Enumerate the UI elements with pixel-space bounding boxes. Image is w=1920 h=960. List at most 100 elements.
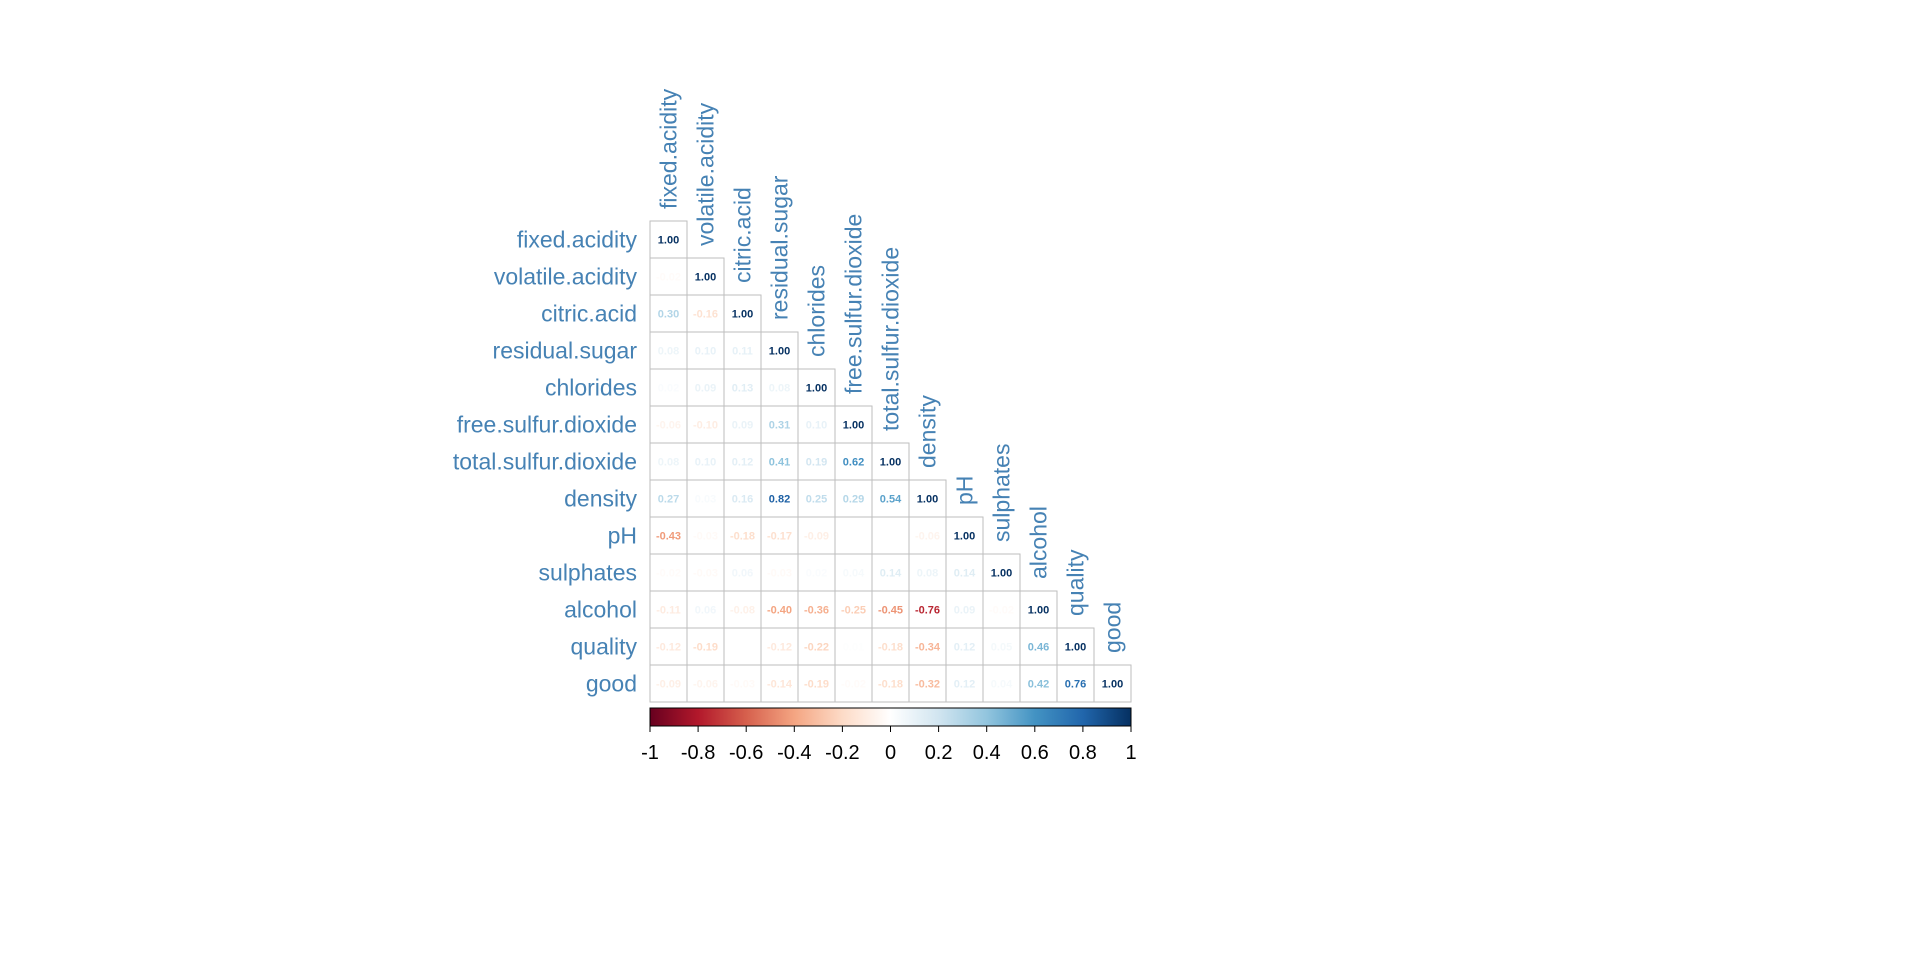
matrix-cell <box>982 627 1021 666</box>
cell-value-label: 0.09 <box>732 420 753 432</box>
cell-value-label: 0.29 <box>843 494 864 506</box>
cell-value-label: 0.09 <box>954 605 975 617</box>
cell-value-label: 0.27 <box>658 494 679 506</box>
cell-value-label: 0.14 <box>954 568 976 580</box>
matrix-cell <box>649 553 688 592</box>
legend-tick-label: -0.4 <box>777 742 811 764</box>
row-label: sulphates <box>539 560 637 586</box>
cell-value-label: 0.62 <box>843 457 864 469</box>
row-label: pH <box>608 523 637 549</box>
cell-value-label: -0.17 <box>767 531 792 543</box>
matrix-cell <box>723 479 762 518</box>
cell-value-label: 0.11 <box>732 346 753 358</box>
row-label: free.sulfur.dioxide <box>457 412 637 438</box>
matrix-cell <box>1056 627 1095 666</box>
cell-value-label: 0.05 <box>991 642 1012 654</box>
matrix-cell <box>686 405 725 444</box>
cell-value-label: 0.46 <box>1028 642 1049 654</box>
cell-value-label: -0.02 <box>989 605 1014 617</box>
cell-value-label: 1.00 <box>1102 679 1123 691</box>
cell-value-label: -0.18 <box>730 531 755 543</box>
matrix-cell <box>760 590 799 629</box>
matrix-cell <box>649 257 688 296</box>
cell-value-label: -0.03 <box>693 531 718 543</box>
column-label: good <box>1100 602 1126 653</box>
cell-value-label: -0.34 <box>915 642 941 654</box>
cell-value-label: -0.09 <box>804 531 829 543</box>
cell-value-label: 0.12 <box>954 679 975 691</box>
matrix-cell <box>982 664 1021 703</box>
cell-value-label: -0.11 <box>656 605 680 617</box>
cell-value-label: -0.02 <box>656 568 681 580</box>
row-label: total.sulfur.dioxide <box>453 449 637 475</box>
matrix-cell <box>834 405 873 444</box>
matrix-cell <box>760 405 799 444</box>
cell-value-label: 0.54 <box>880 494 902 506</box>
cell-value-label: -0.32 <box>915 679 940 691</box>
cell-value-label: -0.03 <box>693 568 718 580</box>
legend-tick-label: -1 <box>641 742 659 764</box>
cell-value-label: 1.00 <box>991 568 1012 580</box>
cell-value-label: -0.06 <box>656 420 681 432</box>
cell-value-labels: 1.00 -0.02 1.00 0.30 -0.16 1.00 0.08 0.10 0.11 1.… <box>656 235 1123 691</box>
matrix-cell <box>908 553 947 592</box>
cell-value-label: -0.08 <box>730 605 755 617</box>
cell-value-label: 0.16 <box>732 494 753 506</box>
matrix-cells <box>649 220 1132 703</box>
matrix-cell <box>649 220 688 259</box>
row-label: residual.sugar <box>493 338 638 364</box>
legend-tick-label: -0.8 <box>681 742 715 764</box>
column-label: pH <box>952 476 978 505</box>
matrix-cell <box>760 627 799 666</box>
matrix-cell <box>649 590 688 629</box>
cell-value-label: 0.10 <box>695 457 716 469</box>
legend-tick-label: 0.8 <box>1069 742 1097 764</box>
matrix-cell <box>834 627 873 666</box>
cell-value-label: -0.18 <box>878 642 903 654</box>
legend-tick-label: -0.6 <box>729 742 763 764</box>
row-label: density <box>564 486 637 512</box>
cell-value-label: -0.18 <box>878 679 903 691</box>
cell-value-label: 1.00 <box>658 235 679 247</box>
cell-value-label: -0.06 <box>693 679 718 691</box>
cell-value-label: -0.14 <box>767 679 793 691</box>
cell-value-label: 0.10 <box>806 420 827 432</box>
color-legend: -1 -0.8 -0.6 -0.4 -0.2 0 0.2 0.4 0.6 0.8 1 <box>641 707 1137 764</box>
matrix-cell <box>649 442 688 481</box>
column-label: quality <box>1063 549 1089 616</box>
legend-tick-label: 0 <box>885 742 896 764</box>
cell-value-label: -0.06 <box>915 531 940 543</box>
matrix-cell <box>908 627 947 666</box>
color-legend-bar <box>649 707 1132 727</box>
matrix-cell <box>945 627 984 666</box>
cell-value-label: -0.03 <box>730 679 755 691</box>
row-label: citric.acid <box>541 301 637 327</box>
cell-value-label: 0.08 <box>917 568 938 580</box>
cell-value-label: -0.09 <box>656 679 681 691</box>
cell-value-label: 0.08 <box>769 383 790 395</box>
cell-value-label: 0.14 <box>880 568 902 580</box>
matrix-cell <box>908 479 947 518</box>
row-label: good <box>586 671 637 697</box>
matrix-cell <box>649 516 688 555</box>
row-label: quality <box>571 634 638 660</box>
row-labels: fixed.acidity volatile.acidity citric.acid… <box>453 227 638 697</box>
matrix-cell <box>723 553 762 592</box>
legend-tick-label: 1 <box>1125 742 1136 764</box>
column-labels: fixed.acidity volatile.acidity citric.acid… <box>656 88 1126 653</box>
column-label: free.sulfur.dioxide <box>841 214 867 394</box>
cell-value-label: 0.13 <box>732 383 753 395</box>
cell-value-label: 0.76 <box>1065 679 1086 691</box>
cell-value-label: 1.00 <box>695 272 716 284</box>
matrix-cell <box>1019 627 1058 666</box>
matrix-cell <box>686 627 725 666</box>
cell-value-label: 1.00 <box>769 346 790 358</box>
matrix-cell <box>834 553 873 592</box>
cell-value-label: 0.03 <box>695 494 716 506</box>
row-label: fixed.acidity <box>517 227 638 253</box>
matrix-cell <box>797 405 836 444</box>
matrix-cell <box>834 664 873 703</box>
column-label: alcohol <box>1026 506 1052 579</box>
cell-value-label: -0.40 <box>767 605 792 617</box>
matrix-cell <box>760 368 799 407</box>
